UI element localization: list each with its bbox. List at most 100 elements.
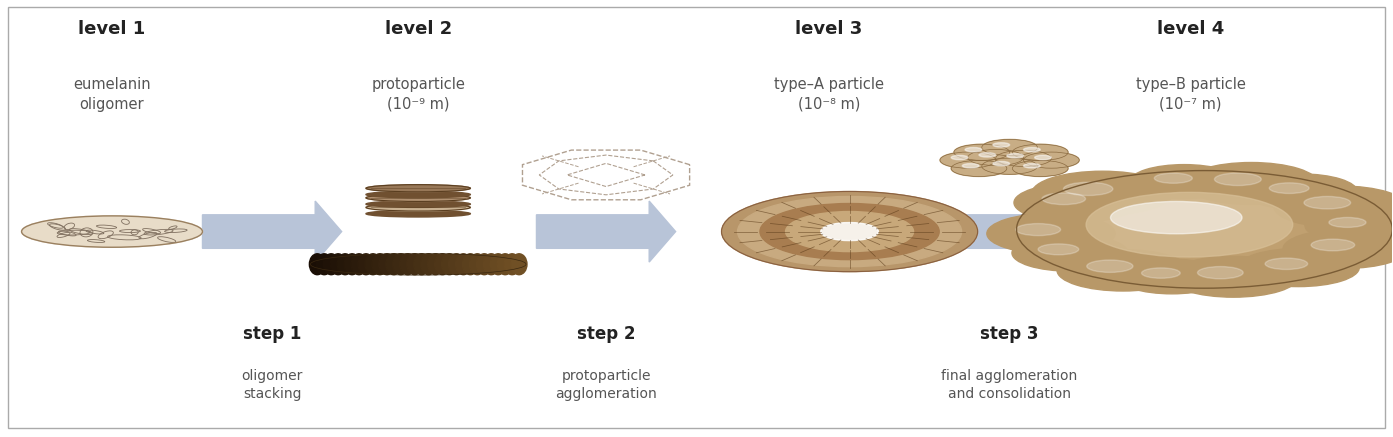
Ellipse shape — [968, 149, 1024, 166]
Ellipse shape — [1215, 173, 1261, 186]
Ellipse shape — [366, 191, 471, 198]
Ellipse shape — [442, 254, 457, 275]
Ellipse shape — [1024, 163, 1041, 168]
Text: step 2: step 2 — [577, 325, 635, 343]
Text: step 3: step 3 — [981, 325, 1039, 343]
Ellipse shape — [1038, 244, 1078, 255]
Ellipse shape — [1238, 249, 1360, 287]
Ellipse shape — [1014, 183, 1138, 222]
Text: eumelanin
oligomer: eumelanin oligomer — [74, 77, 150, 112]
Ellipse shape — [1087, 260, 1133, 272]
Ellipse shape — [1141, 268, 1180, 278]
Ellipse shape — [951, 155, 968, 160]
Ellipse shape — [1169, 257, 1298, 297]
Ellipse shape — [309, 254, 325, 275]
Text: level 2: level 2 — [384, 20, 451, 38]
Ellipse shape — [435, 254, 450, 275]
Ellipse shape — [1031, 175, 1378, 284]
Ellipse shape — [1155, 173, 1192, 183]
Ellipse shape — [428, 254, 443, 275]
Ellipse shape — [1011, 235, 1128, 271]
Ellipse shape — [963, 163, 979, 168]
Ellipse shape — [344, 254, 359, 275]
Ellipse shape — [351, 254, 366, 275]
Ellipse shape — [400, 254, 415, 275]
Ellipse shape — [358, 254, 373, 275]
Ellipse shape — [1032, 171, 1173, 215]
Ellipse shape — [323, 254, 338, 275]
Ellipse shape — [982, 139, 1038, 156]
Ellipse shape — [1042, 193, 1085, 205]
Ellipse shape — [1283, 229, 1393, 268]
Text: protoparticle
(10⁻⁹ m): protoparticle (10⁻⁹ m) — [372, 77, 465, 112]
Text: protoparticle
agglomeration: protoparticle agglomeration — [556, 369, 657, 401]
Ellipse shape — [1130, 165, 1238, 198]
Ellipse shape — [954, 144, 1010, 160]
Ellipse shape — [469, 254, 485, 275]
Ellipse shape — [365, 254, 380, 275]
Ellipse shape — [1269, 183, 1309, 194]
Ellipse shape — [1305, 209, 1393, 243]
Ellipse shape — [449, 254, 464, 275]
Ellipse shape — [511, 254, 527, 275]
FancyBboxPatch shape — [7, 7, 1386, 427]
Ellipse shape — [1244, 174, 1357, 209]
Ellipse shape — [1304, 196, 1351, 209]
Polygon shape — [940, 201, 1080, 262]
Ellipse shape — [476, 254, 492, 275]
Ellipse shape — [1117, 259, 1227, 294]
Ellipse shape — [993, 143, 1010, 147]
Ellipse shape — [1013, 144, 1068, 160]
Ellipse shape — [951, 160, 1007, 177]
Ellipse shape — [1024, 152, 1080, 168]
Ellipse shape — [979, 153, 996, 157]
Ellipse shape — [786, 212, 914, 252]
Ellipse shape — [1013, 160, 1068, 177]
Text: final agglomeration
and consolidation: final agglomeration and consolidation — [942, 369, 1078, 401]
Ellipse shape — [407, 254, 422, 275]
Ellipse shape — [986, 214, 1114, 253]
Ellipse shape — [1265, 258, 1308, 270]
Text: type–A particle
(10⁻⁸ m): type–A particle (10⁻⁸ m) — [773, 77, 883, 112]
Ellipse shape — [1017, 170, 1393, 288]
Ellipse shape — [372, 254, 387, 275]
Ellipse shape — [366, 194, 471, 201]
Ellipse shape — [761, 204, 939, 260]
Ellipse shape — [1329, 218, 1367, 227]
Text: level 3: level 3 — [795, 20, 862, 38]
Text: oligomer
stacking: oligomer stacking — [241, 369, 302, 401]
Ellipse shape — [993, 161, 1010, 166]
Ellipse shape — [386, 254, 401, 275]
Ellipse shape — [366, 185, 471, 192]
Ellipse shape — [1110, 201, 1243, 234]
Ellipse shape — [414, 254, 429, 275]
Ellipse shape — [490, 254, 506, 275]
Ellipse shape — [1087, 192, 1293, 257]
Ellipse shape — [366, 204, 471, 211]
Ellipse shape — [965, 148, 982, 152]
Ellipse shape — [379, 254, 394, 275]
Ellipse shape — [1063, 182, 1113, 195]
Text: type–B particle
(10⁻⁷ m): type–B particle (10⁻⁷ m) — [1135, 77, 1245, 112]
Text: step 1: step 1 — [242, 325, 301, 343]
Ellipse shape — [366, 211, 471, 217]
Ellipse shape — [456, 254, 471, 275]
Ellipse shape — [21, 216, 202, 247]
Text: level 4: level 4 — [1158, 20, 1224, 38]
Ellipse shape — [497, 254, 513, 275]
Ellipse shape — [820, 222, 879, 241]
Ellipse shape — [1024, 148, 1041, 152]
Ellipse shape — [316, 254, 332, 275]
Ellipse shape — [1275, 186, 1393, 228]
Ellipse shape — [330, 254, 345, 275]
Text: level 1: level 1 — [78, 20, 146, 38]
Ellipse shape — [337, 254, 352, 275]
Ellipse shape — [1184, 163, 1318, 205]
Ellipse shape — [421, 254, 436, 275]
Ellipse shape — [1015, 224, 1060, 236]
Ellipse shape — [1035, 155, 1052, 160]
Ellipse shape — [1311, 239, 1355, 251]
Ellipse shape — [1198, 267, 1243, 279]
Ellipse shape — [722, 191, 978, 272]
Ellipse shape — [483, 254, 499, 275]
